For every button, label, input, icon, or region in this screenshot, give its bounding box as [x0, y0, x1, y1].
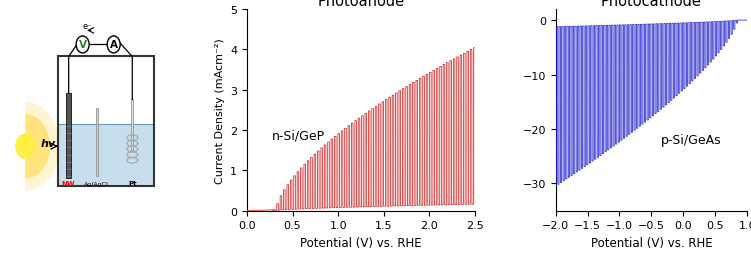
Circle shape	[76, 37, 89, 54]
Text: e⁻: e⁻	[83, 22, 92, 31]
Bar	[58, 56, 154, 187]
Bar	[58, 124, 154, 187]
Bar	[66, 94, 71, 179]
Bar	[131, 100, 134, 151]
Circle shape	[107, 37, 120, 54]
Text: Ag/AgCl: Ag/AgCl	[84, 182, 109, 187]
Wedge shape	[26, 115, 50, 179]
Title: Photoanode: Photoanode	[318, 0, 405, 9]
Text: hv: hv	[41, 139, 56, 149]
Circle shape	[16, 135, 35, 159]
Text: A: A	[110, 40, 118, 50]
Text: NW: NW	[62, 181, 76, 187]
X-axis label: Potential (V) vs. RHE: Potential (V) vs. RHE	[300, 236, 422, 249]
Text: V: V	[79, 40, 86, 50]
Y-axis label: Current Density (mAcm⁻²): Current Density (mAcm⁻²)	[215, 38, 225, 183]
Title: Photocathode: Photocathode	[601, 0, 702, 9]
Text: n-Si/GeP: n-Si/GeP	[272, 129, 324, 141]
Text: p-Si/GeAs: p-Si/GeAs	[661, 133, 722, 146]
Wedge shape	[26, 102, 59, 191]
Bar	[95, 108, 98, 177]
Text: Pt: Pt	[128, 181, 137, 187]
X-axis label: Potential (V) vs. RHE: Potential (V) vs. RHE	[590, 236, 712, 249]
